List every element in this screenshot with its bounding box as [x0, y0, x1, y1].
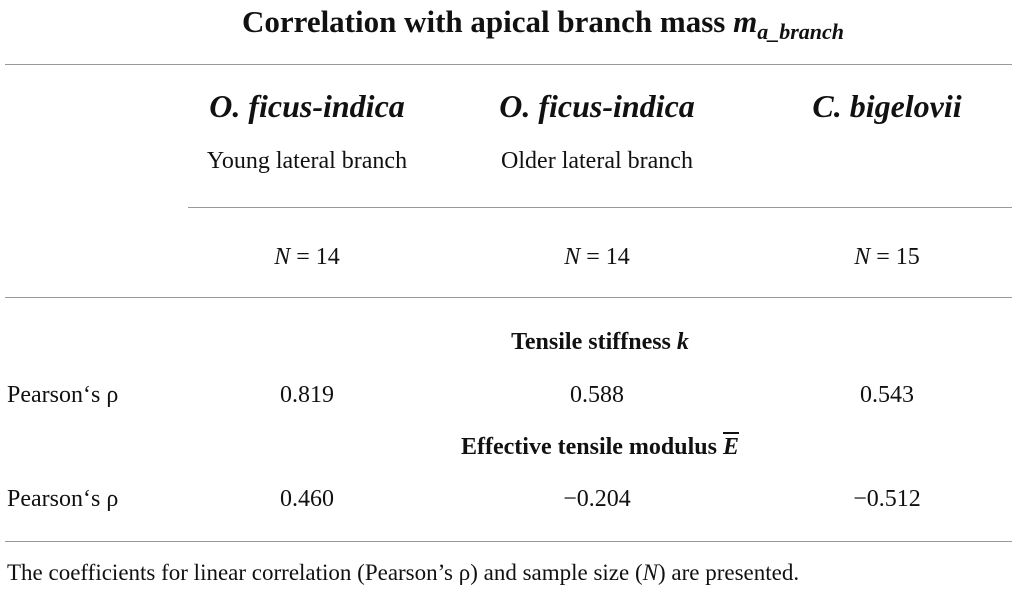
species: C. bigelovii [812, 88, 962, 124]
cell-value: −0.204 [563, 486, 631, 512]
footer-symbol: N [642, 560, 658, 585]
cell-value: 0.819 [280, 382, 334, 408]
rule [188, 207, 1012, 208]
title-symbol: m [733, 4, 758, 39]
row-label: Pearson‘s ρ [7, 486, 119, 512]
sample-size: N = 14 [274, 245, 340, 269]
sample-size: N = 15 [854, 245, 920, 269]
heading-symbol: E [722, 434, 739, 460]
cell-value: 0.588 [570, 382, 624, 408]
cell-value: 0.460 [280, 486, 334, 512]
table-title: Correlation with apical branch mass ma_b… [242, 6, 844, 43]
heading-text: Effective tensile modulus [461, 434, 717, 460]
subtitle: Older lateral branch [501, 148, 693, 174]
footer-text: The coefficients for linear correlation … [7, 560, 643, 585]
footer: The coefficients for linear correlation … [7, 561, 799, 584]
n-value: = 15 [876, 244, 920, 270]
n-symbol: N [274, 244, 291, 270]
rule [5, 297, 1012, 298]
cell-value: −0.512 [853, 486, 921, 512]
cell-value: 0.543 [860, 382, 914, 408]
species: O. ficus-indica [499, 88, 695, 124]
heading-symbol: k [676, 329, 689, 355]
rule [5, 64, 1012, 65]
section-heading: Tensile stiffness k [511, 330, 689, 354]
rule [5, 541, 1012, 542]
n-value: = 14 [586, 244, 630, 270]
heading-text: Tensile stiffness [511, 329, 671, 355]
section-heading: Effective tensile modulus E [461, 435, 739, 459]
sample-size: N = 14 [564, 245, 630, 269]
subtitle: Young lateral branch [206, 148, 408, 174]
species: O. ficus-indica [209, 88, 405, 124]
n-symbol: N [564, 244, 581, 270]
title-subscript: a_branch [757, 19, 845, 45]
n-value: = 14 [296, 244, 340, 270]
title-text: Correlation with apical branch mass [241, 4, 726, 39]
row-label: Pearson‘s ρ [7, 382, 119, 408]
footer-text: ) are presented. [657, 560, 800, 585]
n-symbol: N [854, 244, 871, 270]
